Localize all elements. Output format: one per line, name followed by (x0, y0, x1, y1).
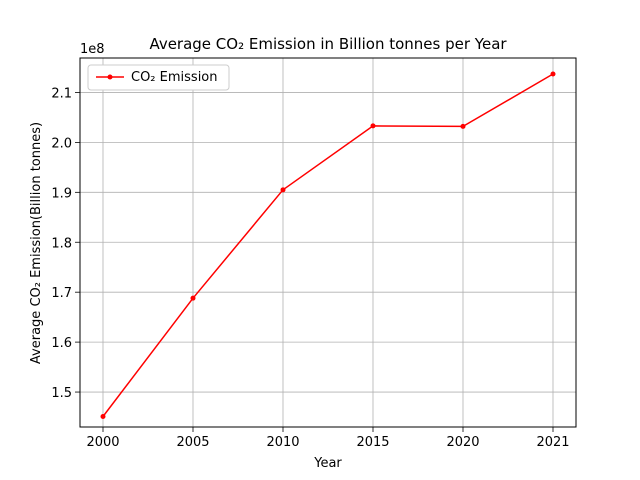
y-tick-label: 1.8 (51, 236, 72, 251)
legend-marker-sample (107, 74, 113, 80)
data-point (100, 414, 106, 420)
x-tick-label: 2010 (266, 435, 299, 450)
legend: CO₂ Emission (87, 64, 230, 91)
x-axis-label: Year (313, 456, 342, 471)
y-tick-label: 1.7 (51, 286, 72, 301)
plot-frame (79, 57, 577, 428)
series-line (102, 73, 554, 417)
y-tick-label: 1.5 (51, 386, 72, 401)
data-point (280, 187, 286, 193)
x-tick-label: 2020 (446, 435, 479, 450)
legend-label: CO₂ Emission (131, 70, 218, 85)
y-tick-label: 1.6 (51, 336, 72, 351)
x-tick-label: 2005 (176, 435, 209, 450)
legend-box (87, 64, 230, 91)
y-tick-label: 2.0 (51, 136, 72, 151)
y-axis-ticks: 1.5 1.6 1.7 1.8 1.9 2.0 2.1 (51, 86, 80, 401)
x-tick-label: 2015 (356, 435, 389, 450)
chart-title: Average CO₂ Emission in Billion tonnes p… (149, 35, 507, 53)
data-point (190, 295, 196, 301)
y-tick-label: 1.9 (51, 186, 72, 201)
y-tick-label: 2.1 (51, 86, 72, 101)
x-tick-label: 2021 (536, 435, 569, 450)
series-layer (100, 71, 556, 420)
y-offset-label: 1e8 (80, 42, 105, 57)
data-point (460, 123, 466, 129)
data-point (370, 123, 376, 129)
x-tick-label: 2000 (86, 435, 119, 450)
x-axis-ticks: 2000 2005 2010 2015 2020 2021 (86, 427, 570, 450)
data-point (550, 71, 556, 77)
y-axis-label: Average CO₂ Emission(Billion tonnes) (29, 122, 44, 364)
grid-lines (80, 58, 576, 427)
